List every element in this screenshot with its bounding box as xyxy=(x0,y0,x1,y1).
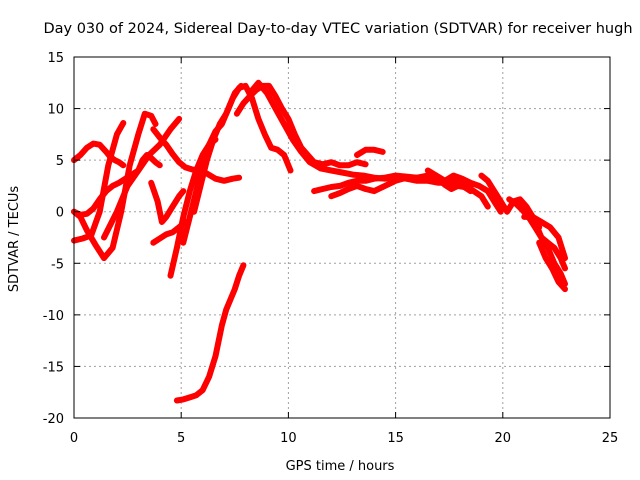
series-line-s23 xyxy=(521,213,568,262)
y-tick-label: -5 xyxy=(51,257,64,272)
series-line-s2 xyxy=(71,110,159,262)
y-tick-label: 15 xyxy=(47,51,64,66)
x-axis-label: GPS time / hours xyxy=(286,459,395,474)
x-tick-label: 25 xyxy=(602,431,619,446)
plot-frame xyxy=(73,56,611,419)
x-tick-label: 0 xyxy=(70,431,78,446)
y-axis-label: SDTVAR / TECUs xyxy=(7,186,22,293)
y-tick-label: -10 xyxy=(43,309,64,324)
series-line-s21 xyxy=(532,219,568,287)
y-tick-label: 5 xyxy=(56,154,64,169)
x-tick-label: 20 xyxy=(495,431,512,446)
gridlines xyxy=(74,57,610,418)
series-line-s6 xyxy=(150,126,243,184)
axis-ticks: 0 5 10 15 20 25 -20 -15 -10 -5 0 5 10 15 xyxy=(43,51,619,446)
series-line-s18 xyxy=(424,167,504,215)
y-tick-label: 0 xyxy=(56,206,64,221)
series-line-s1 xyxy=(71,140,127,169)
y-tick-label: 10 xyxy=(47,103,64,118)
x-tick-label: 5 xyxy=(177,431,185,446)
series-line-s19 xyxy=(478,172,543,231)
series-line-s3 xyxy=(71,120,127,244)
x-tick-label: 10 xyxy=(280,431,297,446)
series-line-s17 xyxy=(354,146,386,158)
y-tick-label: -15 xyxy=(43,360,64,375)
series-line-s5 xyxy=(101,115,183,241)
x-tick-label: 15 xyxy=(387,431,404,446)
series-line-s12 xyxy=(173,262,247,404)
data-series xyxy=(71,79,568,404)
y-tick-label: -20 xyxy=(43,412,64,427)
series-line-s11 xyxy=(191,82,294,215)
series-line-s16 xyxy=(328,172,474,200)
series-line-s22 xyxy=(536,239,568,293)
series-line-s7 xyxy=(148,179,187,225)
series-line-s10 xyxy=(180,82,245,246)
chart-title: Day 030 of 2024, Sidereal Day-to-day VTE… xyxy=(43,21,632,37)
